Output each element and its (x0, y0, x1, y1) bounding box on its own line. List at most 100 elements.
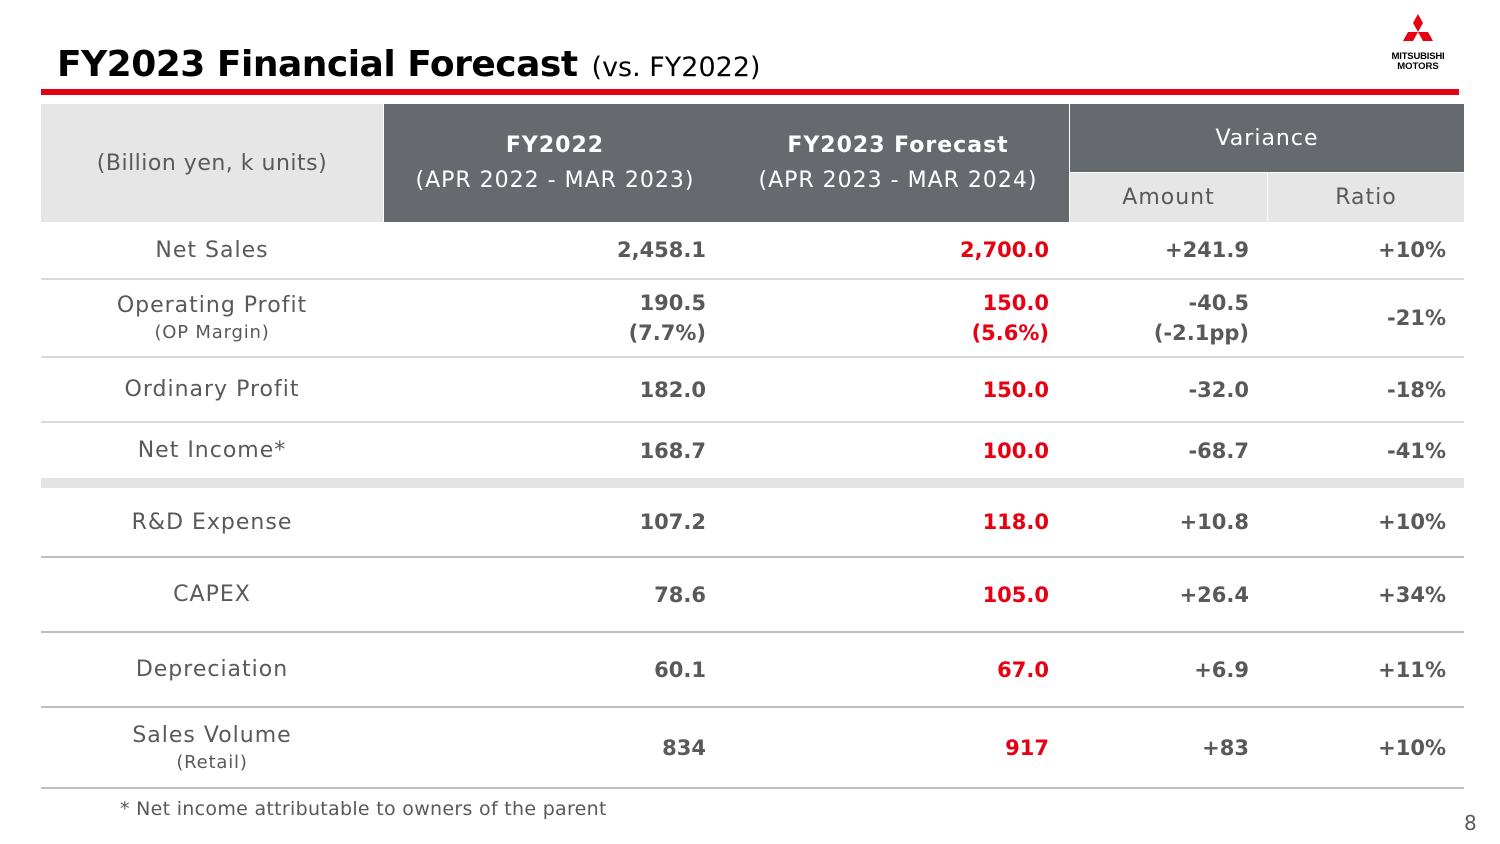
row-label-text: Operating Profit (116, 293, 308, 318)
value-ratio: +10% (1378, 735, 1446, 760)
value-fy2023: 105.0 (982, 582, 1049, 607)
cell-ratio: -18% (1268, 358, 1446, 421)
cell-fy2022: 2,458.1 (384, 222, 706, 278)
row-sublabel-text: (OP Margin) (154, 322, 270, 343)
row-sublabel-text: (Retail) (176, 751, 248, 773)
cell-ratio: +10% (1268, 222, 1446, 278)
section-divider-band (41, 478, 1464, 488)
value-amount: +6.9 (1194, 657, 1249, 682)
cell-fy2022: 60.1 (384, 633, 706, 706)
cell-fy2023: 150.0 (727, 358, 1049, 421)
title-underline (41, 89, 1459, 95)
period-header: FY2022 (APR 2022 - MAR 2023) FY2023 Fore… (384, 104, 1069, 222)
cell-amount: +26.4 (1070, 558, 1249, 631)
header-fy2022-title: FY2022 (505, 133, 605, 158)
value-amount: +26.4 (1179, 582, 1249, 607)
value-fy2022: 834 (662, 735, 706, 760)
value-fy2022: 168.7 (639, 438, 706, 463)
cell-amount: +6.9 (1070, 633, 1249, 706)
row-divider (41, 631, 1464, 633)
row-label: Net Income* (41, 423, 383, 478)
cell-fy2023: 67.0 (727, 633, 1049, 706)
value-fy2022: 2,458.1 (616, 238, 706, 262)
value-ratio: +34% (1378, 582, 1446, 607)
value-fy2023: 118.0 (982, 510, 1049, 534)
value-ratio: -18% (1387, 377, 1446, 402)
row-label: Depreciation (41, 633, 383, 706)
cell-fy2022: 168.7 (384, 423, 706, 478)
cell-fy2023: 105.0 (727, 558, 1049, 631)
value-amount: -40.5 (1188, 291, 1249, 315)
footnote: * Net income attributable to owners of t… (120, 798, 607, 820)
value-ratio: +10% (1378, 238, 1446, 262)
logo-text-line1: MITSUBISHI (1391, 51, 1445, 62)
row-divider (41, 278, 1464, 280)
value-fy2022: 107.2 (639, 510, 706, 534)
header-fy2023: FY2023 Forecast (APR 2023 - MAR 2024) (727, 104, 1069, 222)
cell-fy2022: 107.2 (384, 488, 706, 556)
company-logo: MITSUBISHI MOTORS (1388, 14, 1448, 72)
value-fy2022: 78.6 (654, 582, 706, 607)
value-ratio: +10% (1378, 510, 1446, 534)
title-subtitle: (vs. FY2022) (591, 52, 761, 83)
logo-text-line2: MOTORS (1397, 61, 1439, 72)
cell-fy2022: 834 (384, 708, 706, 787)
row-label-text: Ordinary Profit (124, 377, 300, 402)
cell-fy2023: 118.0 (727, 488, 1049, 556)
cell-ratio: +34% (1268, 558, 1446, 631)
header-fy2023-title: FY2023 Forecast (787, 133, 1009, 158)
table-row-net-income: Net Income* 168.7 100.0 -68.7 -41% (41, 423, 1464, 478)
row-divider (41, 356, 1464, 358)
table-row-net-sales: Net Sales 2,458.1 2,700.0 +241.9 +10% (41, 222, 1464, 278)
value-fy2022: 60.1 (654, 657, 706, 682)
row-label-text: Net Sales (155, 237, 269, 263)
row-label: Operating Profit (OP Margin) (41, 280, 383, 356)
value-amount: +10.8 (1179, 510, 1249, 534)
three-diamonds-icon (1403, 14, 1433, 41)
cell-amount: -40.5 (-2.1pp) (1070, 280, 1249, 356)
row-label: Ordinary Profit (41, 358, 383, 421)
table-row-ordinary-profit: Ordinary Profit 182.0 150.0 -32.0 -18% (41, 358, 1464, 421)
row-label-text: Net Income* (137, 438, 287, 463)
cell-fy2023: 150.0 (5.6%) (727, 280, 1049, 356)
cell-fy2022: 190.5 (7.7%) (384, 280, 706, 356)
cell-ratio: +11% (1268, 633, 1446, 706)
cell-fy2023: 917 (727, 708, 1049, 787)
page-title: FY2023 Financial Forecast (vs. FY2022) (57, 44, 761, 85)
value-fy2023: 67.0 (997, 657, 1049, 682)
cell-amount: +83 (1070, 708, 1249, 787)
cell-amount: -68.7 (1070, 423, 1249, 478)
table-row-depreciation: Depreciation 60.1 67.0 +6.9 +11% (41, 633, 1464, 706)
header-fy2022-period: (APR 2022 - MAR 2023) (415, 168, 695, 193)
header-ratio: Ratio (1268, 173, 1464, 222)
cell-amount: +241.9 (1070, 222, 1249, 278)
value-fy2022: 182.0 (639, 377, 706, 402)
row-divider (41, 706, 1464, 708)
value-fy2022: 190.5 (639, 291, 706, 315)
cell-ratio: -41% (1268, 423, 1446, 478)
row-label: Sales Volume (Retail) (41, 708, 383, 787)
value-amount: +83 (1202, 735, 1249, 760)
cell-amount: +10.8 (1070, 488, 1249, 556)
cell-fy2022: 182.0 (384, 358, 706, 421)
row-label-text: R&D Expense (131, 509, 293, 535)
header-fy2022: FY2022 (APR 2022 - MAR 2023) (384, 104, 726, 222)
value-amount: +241.9 (1164, 238, 1249, 262)
value-fy2023: 100.0 (982, 438, 1049, 463)
cell-amount: -32.0 (1070, 358, 1249, 421)
value-fy2023: 150.0 (982, 377, 1049, 402)
value-fy2023: 917 (1005, 735, 1049, 760)
header-variance: Variance (1070, 104, 1464, 172)
unit-label-header: (Billion yen, k units) (41, 104, 383, 222)
row-label-text: Sales Volume (132, 722, 292, 748)
table-row-operating-profit: Operating Profit (OP Margin) 190.5 (7.7%… (41, 280, 1464, 356)
row-label: R&D Expense (41, 488, 383, 556)
value-fy2023: 150.0 (982, 291, 1049, 315)
table-row-capex: CAPEX 78.6 105.0 +26.4 +34% (41, 558, 1464, 631)
row-divider (41, 556, 1464, 558)
cell-fy2022: 78.6 (384, 558, 706, 631)
cell-fy2023: 2,700.0 (727, 222, 1049, 278)
header-amount: Amount (1070, 173, 1267, 222)
row-label-text: CAPEX (173, 582, 251, 607)
value-fy2023: 2,700.0 (959, 238, 1049, 262)
